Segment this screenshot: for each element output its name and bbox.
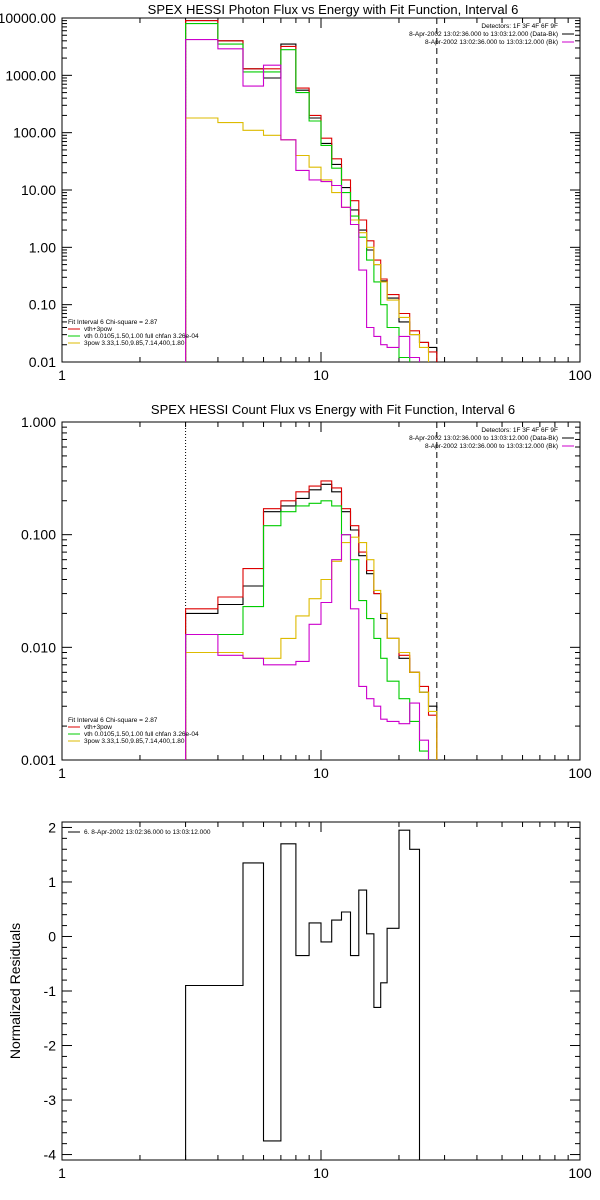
legend-header: Fit Interval 6 Chi-square = 2.87 bbox=[68, 717, 158, 724]
x-tick-label: 10 bbox=[313, 367, 329, 383]
y-tick-label: 1000.00 bbox=[5, 67, 56, 83]
legend-entry: 3pow 3.33,1.50,9.85,7.14,400,1.80 bbox=[84, 340, 185, 347]
y-tick-label: 10000.00 bbox=[0, 10, 56, 26]
x-tick-label: 1 bbox=[58, 367, 66, 383]
legend-entry: vth 0.0105,1.50,1.00 full chfan 3.26e-04 bbox=[84, 333, 199, 340]
y-tick-label: -3 bbox=[44, 1092, 57, 1108]
y-tick-label: -4 bbox=[44, 1147, 57, 1163]
legend-entry: 3pow 3.33,1.50,9.85,7.14,400,1.80 bbox=[84, 738, 185, 745]
y-tick-label: 0.10 bbox=[29, 297, 56, 313]
chart-title: SPEX HESSI Count Flux vs Energy with Fit… bbox=[151, 402, 515, 417]
y-tick-label: -2 bbox=[44, 1038, 57, 1054]
header-text: Detectors: 1F 3F 4F 6F 9F bbox=[481, 427, 558, 434]
header-text: 8-Apr-2002 13:02:36.000 to 13:03:12.000 … bbox=[409, 435, 558, 442]
legend-entry: vth+3pow bbox=[84, 724, 112, 731]
y-tick-label: 1.000 bbox=[21, 414, 56, 430]
y-axis-label: Normalized Residuals bbox=[7, 923, 23, 1059]
series-line-3 bbox=[185, 23, 411, 362]
chart-title: SPEX HESSI Photon Flux vs Energy with Fi… bbox=[148, 2, 519, 17]
series-line-4 bbox=[185, 536, 438, 760]
y-tick-label: 1 bbox=[48, 874, 56, 890]
y-tick-label: 2 bbox=[48, 819, 56, 835]
series-line-1 bbox=[185, 829, 421, 1160]
chart-panel-2: SPEX HESSI Count Flux vs Energy with Fit… bbox=[21, 402, 592, 781]
y-tick-label: 100.00 bbox=[13, 125, 56, 141]
legend-header: Fit Interval 6 Chi-square = 2.87 bbox=[68, 319, 158, 326]
legend-entry: vth 0.0105,1.50,1.00 full chfan 3.26e-04 bbox=[84, 731, 199, 738]
x-tick-label: 100 bbox=[568, 367, 592, 383]
header-text: Detectors: 1F 3F 4F 6F 9F bbox=[481, 23, 558, 30]
x-tick-label: 1 bbox=[58, 1165, 66, 1181]
x-tick-label: 10 bbox=[313, 765, 329, 781]
y-tick-label: -1 bbox=[44, 983, 57, 999]
header-text: 8-Apr-2002 13:02:36.000 to 13:03:12.000 … bbox=[425, 39, 558, 46]
series-line-1 bbox=[185, 483, 438, 760]
x-tick-label: 100 bbox=[568, 765, 592, 781]
header-text: 8-Apr-2002 13:02:36.000 to 13:03:12.000 … bbox=[409, 31, 558, 38]
legend-entry: 6. 8-Apr-2002 13:02:36.000 to 13:03:12.0… bbox=[84, 829, 211, 836]
y-tick-label: 0 bbox=[48, 928, 56, 944]
series-line-5 bbox=[185, 534, 430, 760]
y-tick-label: 10.00 bbox=[21, 182, 56, 198]
series-line-4 bbox=[185, 117, 430, 362]
x-tick-label: 100 bbox=[568, 1165, 592, 1181]
series-line-2 bbox=[185, 480, 438, 760]
plot-frame bbox=[61, 17, 581, 363]
y-tick-label: 0.010 bbox=[21, 639, 56, 655]
x-tick-label: 1 bbox=[58, 765, 66, 781]
y-tick-label: 1.00 bbox=[29, 239, 56, 255]
y-tick-label: 0.001 bbox=[21, 752, 56, 768]
legend-entry: vth+3pow bbox=[84, 326, 112, 333]
y-tick-label: 0.01 bbox=[29, 354, 56, 370]
y-tick-label: 0.100 bbox=[21, 527, 56, 543]
x-tick-label: 10 bbox=[313, 1165, 329, 1181]
series-line-5 bbox=[185, 39, 421, 362]
plot-frame bbox=[61, 821, 581, 1161]
chart-panel-1: SPEX HESSI Photon Flux vs Energy with Fi… bbox=[0, 2, 592, 383]
header-text: 8-Apr-2002 13:02:36.000 to 13:03:12.000 … bbox=[425, 443, 558, 450]
